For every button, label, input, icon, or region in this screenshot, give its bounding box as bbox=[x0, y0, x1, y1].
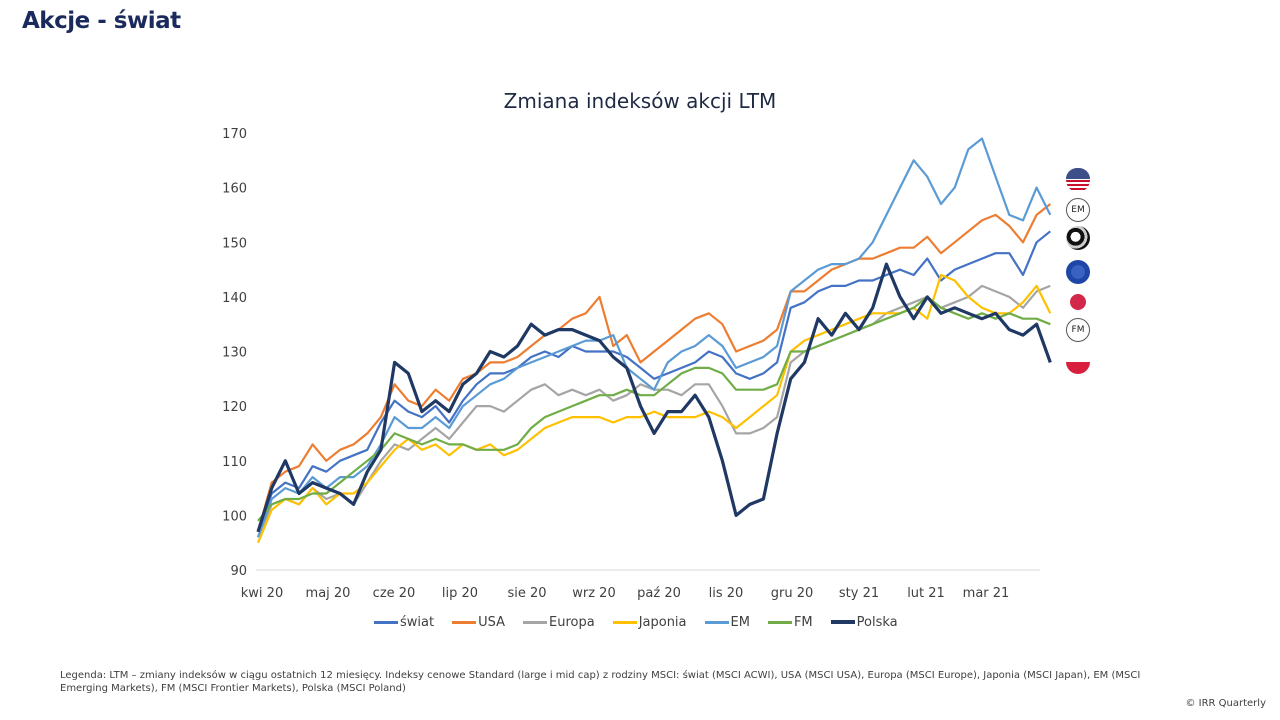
usa-flag-icon bbox=[1066, 168, 1090, 192]
legend-item: świat bbox=[374, 615, 434, 630]
series-line-japonia bbox=[256, 273, 1052, 544]
series-line-świat bbox=[256, 230, 1051, 533]
legend-label: świat bbox=[400, 614, 435, 630]
y-tick-label: 110 bbox=[222, 455, 247, 470]
legend-item: FM bbox=[767, 614, 813, 630]
poland-flag-icon bbox=[1066, 350, 1090, 374]
copyright: © IRR Quarterly bbox=[1185, 698, 1266, 709]
japan-flag-icon bbox=[1070, 294, 1086, 310]
series-line-usa bbox=[256, 203, 1051, 533]
legend-label: EM bbox=[730, 614, 750, 630]
x-tick-label: lut 21 bbox=[907, 586, 945, 601]
footnote: Legenda: LTM – zmiany indeksów w ciągu o… bbox=[60, 669, 1230, 695]
y-tick-label: 150 bbox=[222, 236, 247, 251]
globe-icon bbox=[1066, 226, 1090, 250]
legend-swatch bbox=[767, 620, 792, 624]
x-tick-label: kwi 20 bbox=[241, 586, 283, 601]
y-tick-label: 160 bbox=[222, 182, 247, 197]
x-tick-label: wrz 20 bbox=[572, 586, 615, 601]
y-tick-label: 120 bbox=[222, 400, 247, 415]
legend-swatch bbox=[523, 620, 547, 624]
series-line-polska bbox=[256, 262, 1052, 533]
x-tick-label: cze 20 bbox=[373, 586, 416, 601]
series-lines bbox=[256, 137, 1052, 544]
legend-swatch bbox=[612, 620, 637, 624]
y-tick-label: 90 bbox=[230, 564, 247, 579]
legend-swatch bbox=[452, 620, 477, 624]
x-tick-label: lis 20 bbox=[709, 586, 744, 601]
page-title: Akcje - świat bbox=[22, 8, 181, 34]
x-axis: kwi 20 maj 20 cze 20 lip 20 sie 20 wrz 20 paź … bbox=[241, 586, 1010, 601]
footnote-line-1: Legenda: LTM – zmiany indeksów w ciągu o… bbox=[60, 670, 1141, 681]
chart-title: Zmiana indeksów akcji LTM bbox=[0, 89, 1280, 113]
flag-label: FM bbox=[1071, 325, 1085, 335]
legend-label: Japonia bbox=[638, 614, 687, 630]
series-line-fm bbox=[257, 295, 1051, 522]
y-tick-label: 170 bbox=[222, 127, 247, 142]
legend-label: Europa bbox=[549, 614, 595, 630]
legend-item: USA bbox=[452, 615, 505, 630]
chart-title-text: Zmiana indeksów akcji LTM bbox=[503, 89, 777, 113]
fm-badge-icon: FM bbox=[1066, 318, 1090, 342]
x-tick-label: gru 20 bbox=[771, 586, 814, 601]
legend-swatch bbox=[374, 620, 398, 624]
y-tick-label: 140 bbox=[222, 291, 247, 306]
legend-label: FM bbox=[793, 614, 813, 630]
legend-swatch bbox=[704, 620, 729, 624]
legend-item: EM bbox=[704, 614, 750, 630]
x-tick-label: mar 21 bbox=[963, 586, 1010, 601]
eu-flag-icon bbox=[1066, 260, 1090, 284]
y-tick-label: 100 bbox=[222, 509, 247, 524]
series-line-em bbox=[256, 137, 1052, 538]
legend-item: Japonia bbox=[612, 614, 687, 630]
x-tick-label: lip 20 bbox=[442, 586, 478, 601]
x-tick-label: sie 20 bbox=[507, 586, 546, 601]
chart-legend: świat USA Europa Japonia EM FM Polska bbox=[374, 612, 916, 632]
x-tick-label: maj 20 bbox=[306, 586, 351, 601]
x-tick-label: paź 20 bbox=[637, 586, 681, 601]
legend-item: Europa bbox=[523, 615, 595, 630]
em-badge-icon: EM bbox=[1066, 198, 1090, 222]
legend-swatch bbox=[830, 620, 855, 624]
y-tick-label: 130 bbox=[222, 346, 247, 361]
legend-label: Polska bbox=[856, 614, 898, 630]
y-axis: 90 100 110 120 130 140 150 160 170 bbox=[222, 127, 247, 579]
legend-item: Polska bbox=[830, 614, 898, 630]
legend-label: USA bbox=[478, 614, 505, 630]
flag-label: EM bbox=[1071, 205, 1085, 215]
x-tick-label: sty 21 bbox=[839, 586, 879, 601]
footnote-line-2: Emerging Markets), FM (MSCI Frontier Mar… bbox=[60, 683, 406, 694]
